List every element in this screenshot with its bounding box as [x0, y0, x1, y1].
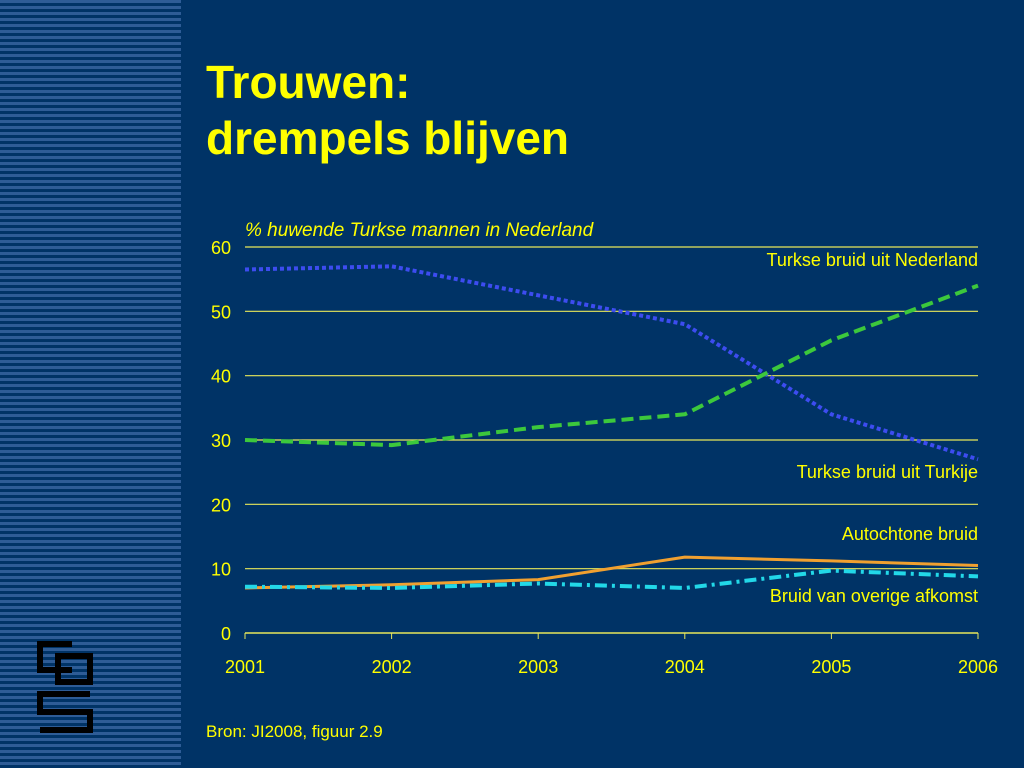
cbs-logo-icon [37, 641, 93, 733]
y-axis-ticks: 0 10 20 30 40 50 60 [211, 238, 231, 644]
left-stripe-bar [0, 0, 181, 768]
y-tick-label: 30 [211, 431, 231, 451]
y-tick-label: 0 [221, 624, 231, 644]
title-line-1: Trouwen: [206, 56, 411, 108]
x-tick-label: 2006 [958, 657, 998, 677]
series-line-3 [244, 555, 979, 590]
slide-title: Trouwen: drempels blijven [206, 54, 569, 166]
x-tick-label: 2005 [811, 657, 851, 677]
y-tick-label: 40 [211, 367, 231, 387]
y-tick-label: 10 [211, 560, 231, 580]
series-label-3: Autochtone bruid [842, 524, 978, 544]
x-tick-label: 2004 [665, 657, 705, 677]
x-tick-label: 2001 [225, 657, 265, 677]
series-label-4: Bruid van overige afkomst [770, 586, 978, 606]
series-label-2: Turkse bruid uit Turkije [797, 462, 978, 482]
y-tick-label: 20 [211, 495, 231, 515]
series-line-2 [244, 283, 979, 448]
series-lines [244, 264, 979, 590]
source-note: Bron: JI2008, figuur 2.9 [206, 722, 383, 741]
x-tick-label: 2002 [372, 657, 412, 677]
y-tick-label: 50 [211, 302, 231, 322]
x-tick-label: 2003 [518, 657, 558, 677]
chart-title: % huwende Turkse mannen in Nederland [245, 220, 595, 241]
title-line-2: drempels blijven [206, 112, 570, 164]
x-axis-ticks: 2001 2002 2003 2004 2005 2006 [225, 633, 998, 677]
series-label-1: Turkse bruid uit Nederland [767, 250, 978, 270]
series-line-1 [244, 264, 979, 462]
y-tick-label: 60 [211, 238, 231, 258]
series-labels: Turkse bruid uit Nederland Turkse bruid u… [767, 250, 978, 606]
gridlines [245, 246, 978, 634]
